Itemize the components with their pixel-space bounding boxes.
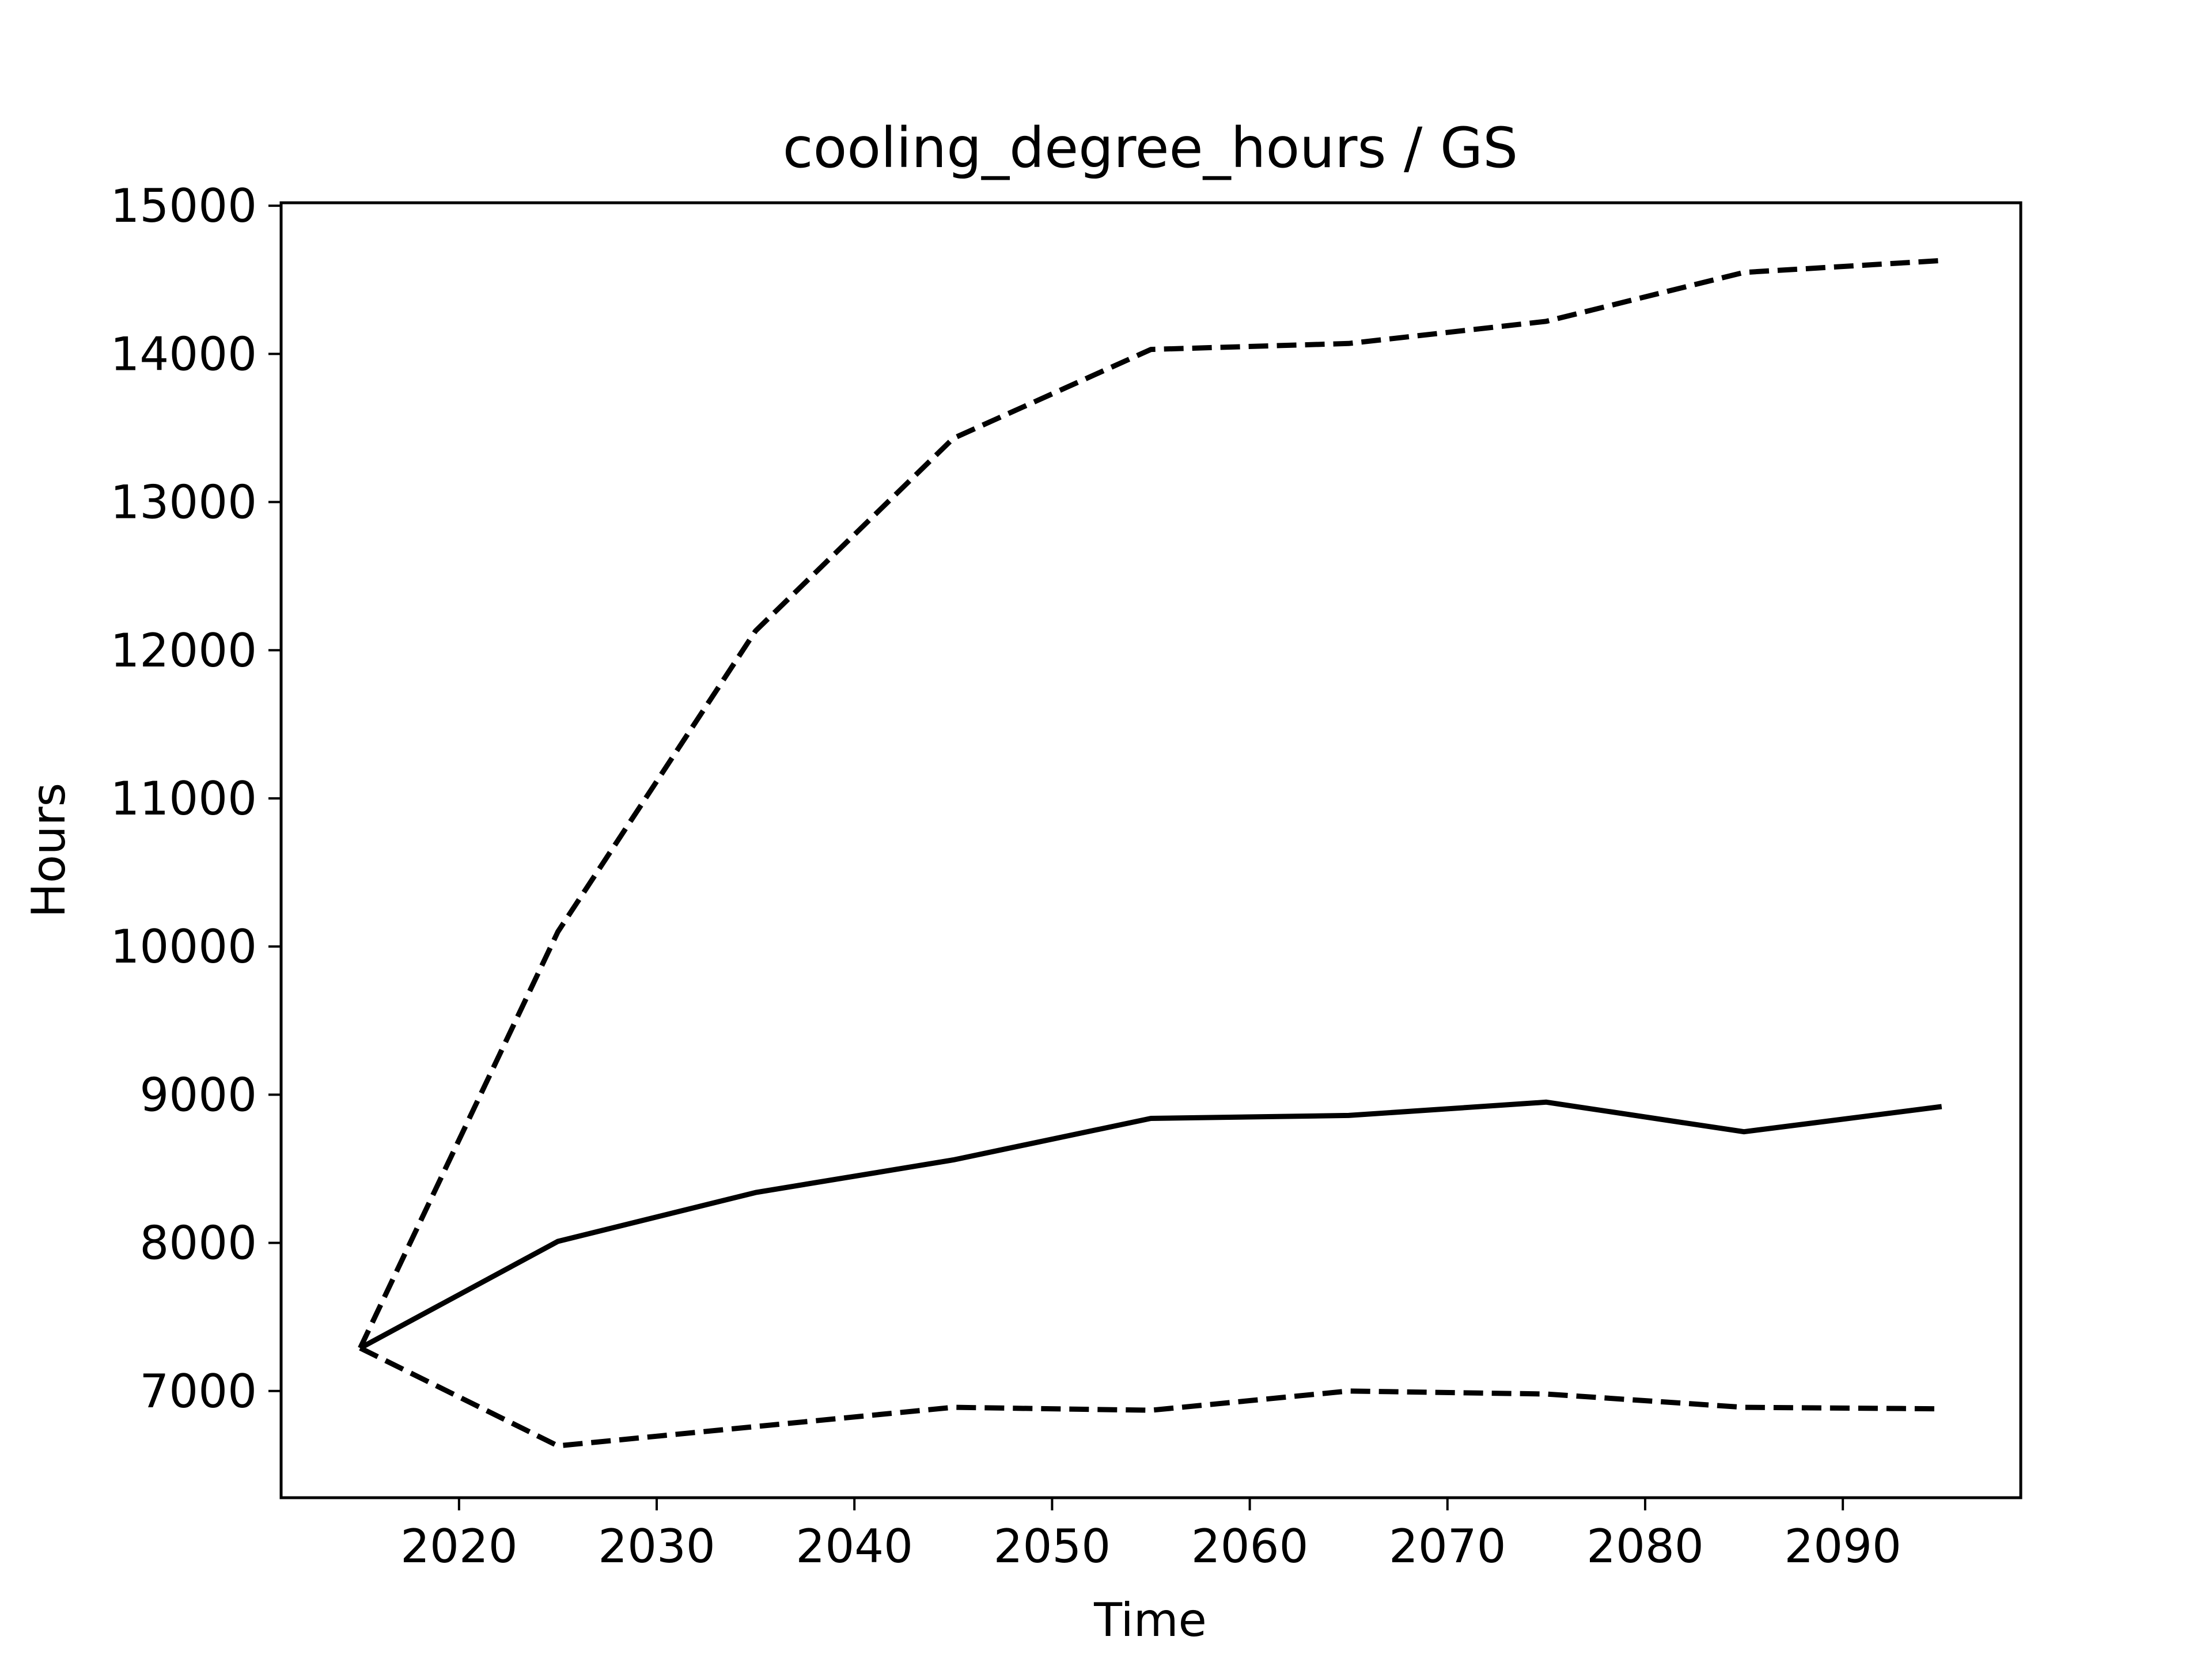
y-tick-label: 14000 [111,327,257,381]
y-tick-label: 10000 [111,920,257,974]
y-tick-label: 13000 [111,476,257,529]
y-tick-label: 7000 [139,1365,257,1418]
y-tick-label: 9000 [139,1068,257,1122]
y-tick-label: 8000 [139,1217,257,1270]
y-tick-label: 11000 [111,772,257,825]
x-tick-label: 2090 [1784,1520,1902,1573]
x-tick-label: 2020 [400,1520,518,1573]
x-tick-label: 2060 [1191,1520,1309,1573]
x-tick-label: 2080 [1586,1520,1704,1573]
series-lines [358,257,1942,1449]
x-tick-label: 2040 [796,1520,913,1573]
y-tick-label: 15000 [111,179,257,233]
series-line-1 [359,1099,1942,1351]
series-line-3 [359,1346,1942,1449]
chart-title: cooling_degree_hours / GS [783,116,1518,180]
x-axis-label: Time [1093,1593,1207,1647]
x-tick-label: 2050 [994,1520,1111,1573]
y-axis-label: Hours [22,783,75,918]
x-tick-label: 2070 [1389,1520,1506,1573]
series-line-2 [358,257,1942,1350]
x-tick-label: 2030 [598,1520,715,1573]
plot-frame [279,201,2022,1499]
axis-ticks: 2020 2030 2040 2050 2060 2070 2080 2090 7000 8000… [111,179,1902,1573]
y-tick-label: 12000 [111,624,257,677]
